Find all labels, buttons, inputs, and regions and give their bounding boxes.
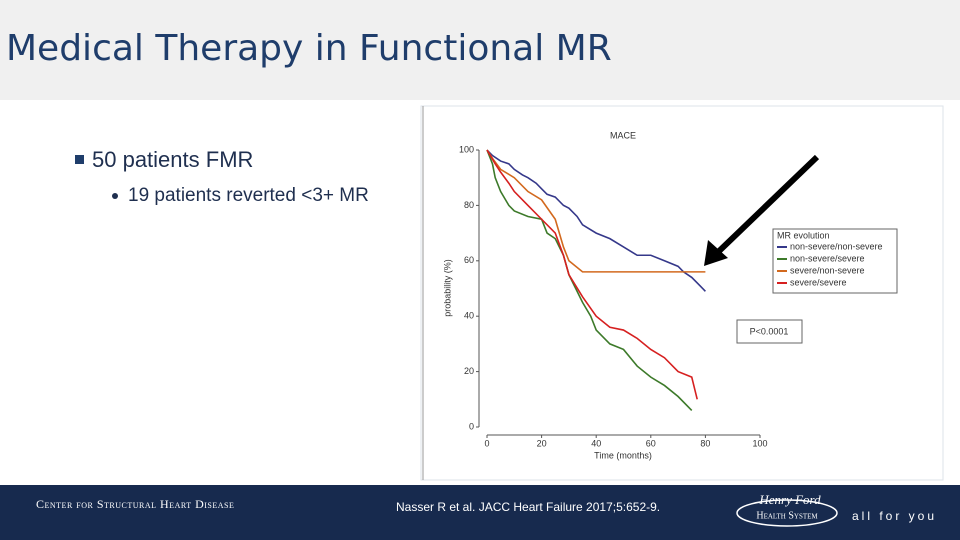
sub-bullet: 19 patients reverted <3+ MR	[128, 185, 369, 206]
footer-bar	[0, 485, 960, 540]
series-line	[486, 149, 706, 273]
logo-name: Henry Ford	[758, 492, 821, 507]
y-tick-label: 20	[464, 366, 474, 376]
citation: Nasser R et al. JACC Heart Failure 2017;…	[396, 500, 660, 514]
tagline: all for you	[852, 509, 937, 523]
legend-label: severe/non-severe	[790, 265, 865, 275]
legend-label: non-severe/severe	[790, 253, 865, 263]
bullet: 50 patients FMR	[92, 147, 253, 172]
series-line	[486, 149, 698, 400]
x-tick-label: 80	[700, 438, 710, 448]
chart: MACE Time (months) probability (%) P<0.0…	[442, 130, 803, 460]
legend-label: severe/severe	[790, 277, 847, 287]
x-tick-label: 0	[484, 438, 489, 448]
y-tick-label: 60	[464, 255, 474, 265]
legend-box	[772, 228, 898, 294]
y-tick-label: 0	[469, 421, 474, 431]
y-tick-label: 80	[464, 200, 474, 210]
series-line	[486, 149, 706, 292]
x-axis-label: Time (months)	[594, 450, 652, 460]
arrow-shaft	[713, 154, 820, 257]
footer-center: Center for Structural Heart Disease	[36, 497, 234, 511]
annotation-box	[736, 319, 803, 344]
y-tick-label: 40	[464, 311, 474, 321]
x-tick-label: 20	[537, 438, 547, 448]
logo-ellipse	[736, 499, 838, 527]
legend-label: non-severe/non-severe	[790, 241, 883, 251]
y-tick-label: 100	[459, 144, 474, 154]
x-tick-label: 100	[752, 438, 767, 448]
x-tick-label: 40	[591, 438, 601, 448]
slide-title: Medical Therapy in Functional MR	[6, 28, 612, 69]
bullet-marker	[75, 155, 84, 164]
arrow-head	[704, 240, 728, 266]
chart-title: MACE	[610, 130, 636, 140]
y-axis-label: probability (%)	[442, 259, 452, 317]
x-tick-label: 60	[646, 438, 656, 448]
title-bar	[0, 0, 960, 100]
legend-title: MR evolution	[777, 230, 830, 240]
sub-bullet-marker	[112, 193, 118, 199]
logo-sub: Health System	[756, 510, 818, 521]
annotation: P<0.0001	[750, 326, 789, 336]
